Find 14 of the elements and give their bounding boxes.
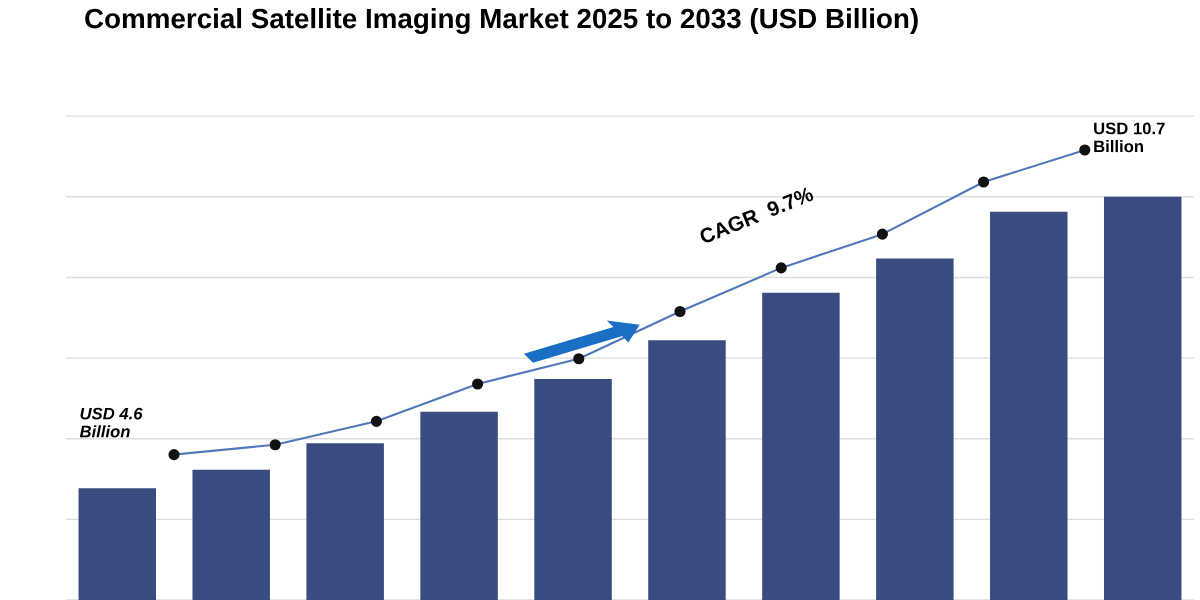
bar	[192, 469, 270, 600]
bar	[648, 340, 726, 600]
chart-title: Commercial Satellite Imaging Market 2025 to 2033 (USD Billion)	[85, 7, 918, 35]
bar	[990, 211, 1068, 600]
bar	[1103, 196, 1182, 600]
bar	[420, 411, 498, 600]
annotation: USD 4.6 Billion	[79, 407, 143, 438]
annotation: USD 10.7 Billion	[1094, 122, 1165, 153]
bar	[306, 443, 384, 600]
annotation: CAGR 9.7%	[698, 186, 815, 245]
bar	[762, 292, 840, 600]
bar	[534, 379, 612, 600]
bar	[78, 488, 157, 600]
bar	[876, 258, 954, 600]
